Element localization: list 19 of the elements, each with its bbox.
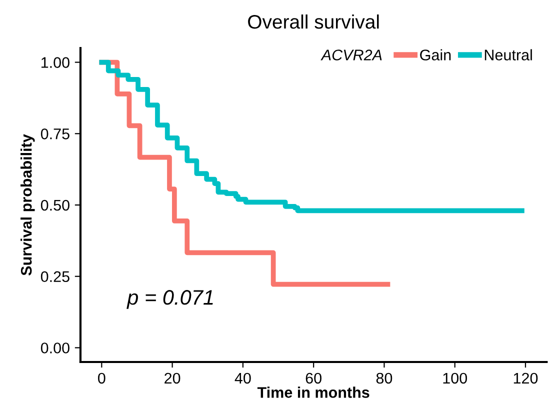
y-axis-title: Survival probability (20, 134, 35, 276)
x-tick-label: 60 (306, 372, 322, 384)
annotation: p = 0.071 (126, 290, 213, 309)
legend-label: Gain (420, 49, 451, 60)
y-tick-label: 0.50 (40, 200, 70, 211)
legend-label: Neutral (484, 49, 532, 60)
legend-title: ACVR2A (320, 50, 382, 60)
y-tick-label: 0.75 (40, 128, 70, 140)
x-tick-label: 100 (443, 372, 467, 384)
x-tick-label: 0 (98, 372, 106, 384)
x-tick-label: 40 (234, 372, 251, 384)
x-tick-label: 120 (514, 372, 538, 384)
y-tick-label: 1.00 (41, 57, 70, 68)
y-tick-label: 0.25 (40, 271, 70, 282)
x-tick-label: 20 (164, 372, 180, 384)
x-axis-title: Time in months (257, 386, 370, 398)
x-tick-label: 80 (376, 372, 392, 384)
chart-title: Overall survival (248, 14, 379, 29)
y-tick-label: 0.00 (40, 342, 70, 354)
